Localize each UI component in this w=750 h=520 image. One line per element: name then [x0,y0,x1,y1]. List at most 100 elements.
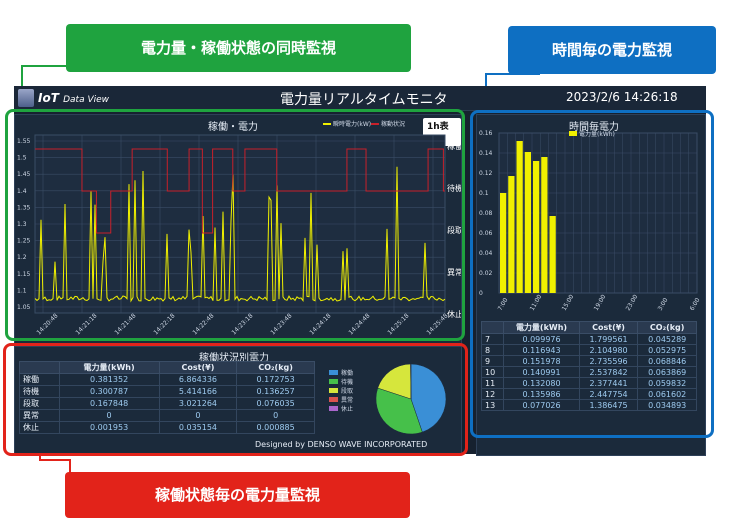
hourly-y-tick: 0.06 [479,230,493,237]
pie-legend-swatch [329,406,338,411]
pie-slice [377,363,412,400]
status-table-row: 異常 0 0 0 [19,409,315,422]
realtime-y-tick: 1.55 [17,138,31,145]
pie-legend-swatch [329,388,338,393]
pie-legend-item: 休止 [329,405,353,414]
page-title: 電力量リアルタイムモニタ [280,92,448,108]
hourly-bar [516,141,523,293]
status-table-row: 待機 0.300787 5.414166 0.136257 [19,385,315,398]
realtime-y-tick: 1.25 [17,238,31,245]
hourly-table-cell: 13 [480,399,505,411]
hourly-y-tick: 0.14 [479,150,493,157]
realtime-y-tick: 1.35 [17,204,31,211]
hourly-table-header [480,321,505,334]
green-highlight-frame [5,109,465,341]
current-datetime: 2023/2/6 14:26:18 [566,90,678,104]
state-label: 異常 [447,268,461,277]
pie-legend-swatch [329,379,338,384]
pie-legend-label: 異常 [341,397,354,404]
pie-legend-item: 稼働 [329,369,353,378]
pie-legend-label: 段取 [341,388,354,395]
pie-slice [375,387,423,435]
realtime-y-tick: 1.1 [17,287,27,294]
realtime-title: 稼働・電力 [208,122,258,133]
status-table-row: 休止 0.001953 0.035154 0.000885 [19,421,315,434]
hourly-table-row: 12 0.135986 2.447754 0.061602 [480,388,697,400]
callout-simultaneous-monitoring: 電力量・稼働状態の同時監視 [66,24,411,72]
hourly-bar [500,193,507,293]
hourly-table-cell: 0.034893 [637,399,697,411]
callout-status-power: 稼働状態毎の電力量監視 [65,472,410,518]
legend-power: 瞬時電力(kW) [333,121,372,128]
realtime-y-tick: 1.15 [17,271,31,278]
dashboard: IoT Data View 電力量リアルタイムモニタ 2023/2/6 14:2… [14,86,706,456]
hourly-bar [533,161,540,293]
realtime-chart: 1.551.51.451.41.351.31.251.21.151.11.051… [17,134,461,336]
hourly-panel: 時間毎電力 0.16 0.14 0.12 0.1 0.08 0.06 0.04 0.02 0 7:… [476,114,706,456]
hourly-y-tick: 0.08 [479,210,493,217]
hourly-bar [508,176,515,293]
callout-hourly-monitoring: 時間毎の電力監視 [508,26,716,74]
hourly-y-tick: 0.12 [479,170,493,177]
pie-legend-swatch [329,370,338,375]
blue-highlight-frame [470,110,714,438]
hourly-title: 時間毎電力 [569,122,619,133]
hourly-y-tick: 0.04 [479,250,493,257]
hourly-table: 電力量(kWh) Cost(¥) CO₂(kg) 7 0.099976 1.799561… [480,321,697,411]
legend-state: 稼動状況 [381,121,406,128]
hourly-legend-swatch [569,131,577,136]
status-table-row: 段取 0.167848 3.021264 0.076035 [19,397,315,410]
realtime-legend-swatches [323,123,379,125]
hourly-table-cell: 0.077026 [503,399,580,411]
hourly-y-tick: 0.16 [479,130,493,137]
pie-legend-item: 段取 [329,387,353,396]
status-pie-chart [375,363,447,435]
hourly-table-cell: 11 [480,377,505,389]
red-highlight-frame [3,343,468,456]
hourly-bar [524,152,531,293]
realtime-y-tick: 1.5 [17,155,27,162]
logo-icon [18,89,34,107]
pie-slice [410,363,447,433]
designed-by: Designed by DENSO WAVE INCORPORATED [255,440,428,449]
realtime-y-tick: 1.3 [17,221,27,228]
pie-slice [410,363,412,400]
hourly-y-tick: 0.02 [479,270,493,277]
status-power-panel: 稼働状況別電力 電力量(kWh) Cost(¥) CO₂(kg) 稼働 0.38135… [14,346,462,454]
power-series-line [34,166,446,303]
hourly-y-tick: 0.1 [479,190,489,197]
hourly-bar [541,157,548,293]
pie-legend-label: 休止 [341,406,354,413]
state-label: 段取 [447,225,461,235]
status-table-cell: 0.000885 [236,421,315,434]
pie-legend-swatch [329,397,338,402]
hourly-table-row: 8 0.116943 2.104980 0.052975 [480,344,697,356]
pie-legend-label: 稼働 [341,370,354,377]
app-logo: IoT Data View [38,91,109,105]
hourly-table-row: 13 0.077026 1.386475 0.034893 [480,399,697,411]
status-table-header: CO₂(kg) [236,361,315,374]
status-table-row: 稼働 0.381352 6.864336 0.172753 [19,373,315,386]
hourly-table-header: Cost(¥) [578,321,639,334]
pie-legend-item: 待機 [329,378,353,387]
status-power-table: 電力量(kWh) Cost(¥) CO₂(kg) 稼働 0.381352 6.86433… [19,361,315,434]
top-bar: IoT Data View 電力量リアルタイムモニタ 2023/2/6 14:2… [14,86,706,111]
hourly-bar [549,216,556,293]
realtime-y-tick: 1.05 [17,304,31,311]
status-table-header: 電力量(kWh) [58,361,160,374]
pie-legend: 稼働待機段取異常休止 [329,369,353,414]
status-power-title: 稼働状況別電力 [199,353,269,364]
realtime-y-tick: 1.2 [17,254,27,261]
state-label: 休止 [447,309,461,319]
realtime-y-tick: 1.4 [17,188,27,195]
realtime-y-tick: 1.45 [17,171,31,178]
state-series-line [35,148,445,234]
status-table-cell: 0.001953 [58,421,160,434]
state-label: 稼働 [447,141,461,151]
state-label: 待機 [447,183,461,193]
hourly-table-header: 電力量(kWh) [503,321,580,334]
hourly-y-tick: 0 [479,290,483,297]
pie-legend-label: 待機 [341,379,354,386]
pie-legend-item: 異常 [329,396,353,405]
